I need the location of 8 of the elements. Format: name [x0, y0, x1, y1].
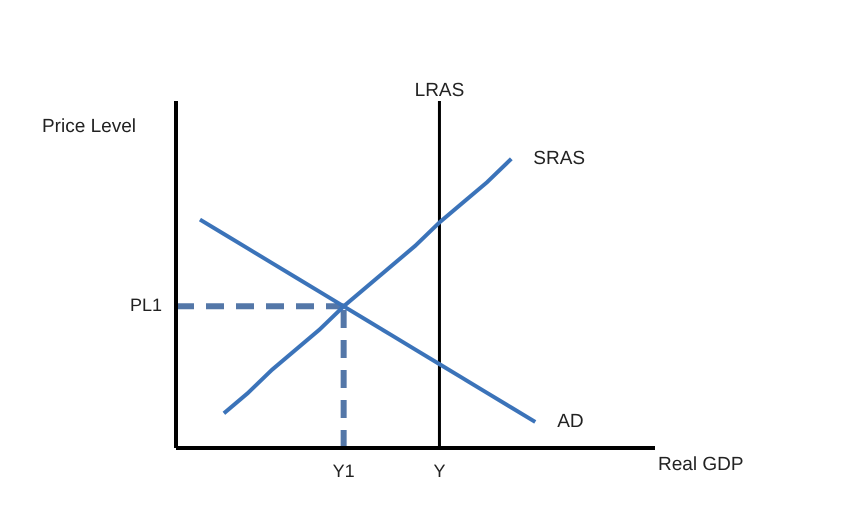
- series-label: PL1: [130, 295, 162, 316]
- x-axis-title: Real GDP: [658, 454, 744, 476]
- x-tick-label: Y: [433, 460, 446, 481]
- series-label: SRAS: [533, 148, 586, 169]
- x-tick-label: Y1: [332, 460, 355, 481]
- ref-line-label: LRAS: [414, 80, 464, 101]
- y-axis-title: Price Level: [42, 116, 136, 138]
- series-label: AD: [557, 410, 584, 432]
